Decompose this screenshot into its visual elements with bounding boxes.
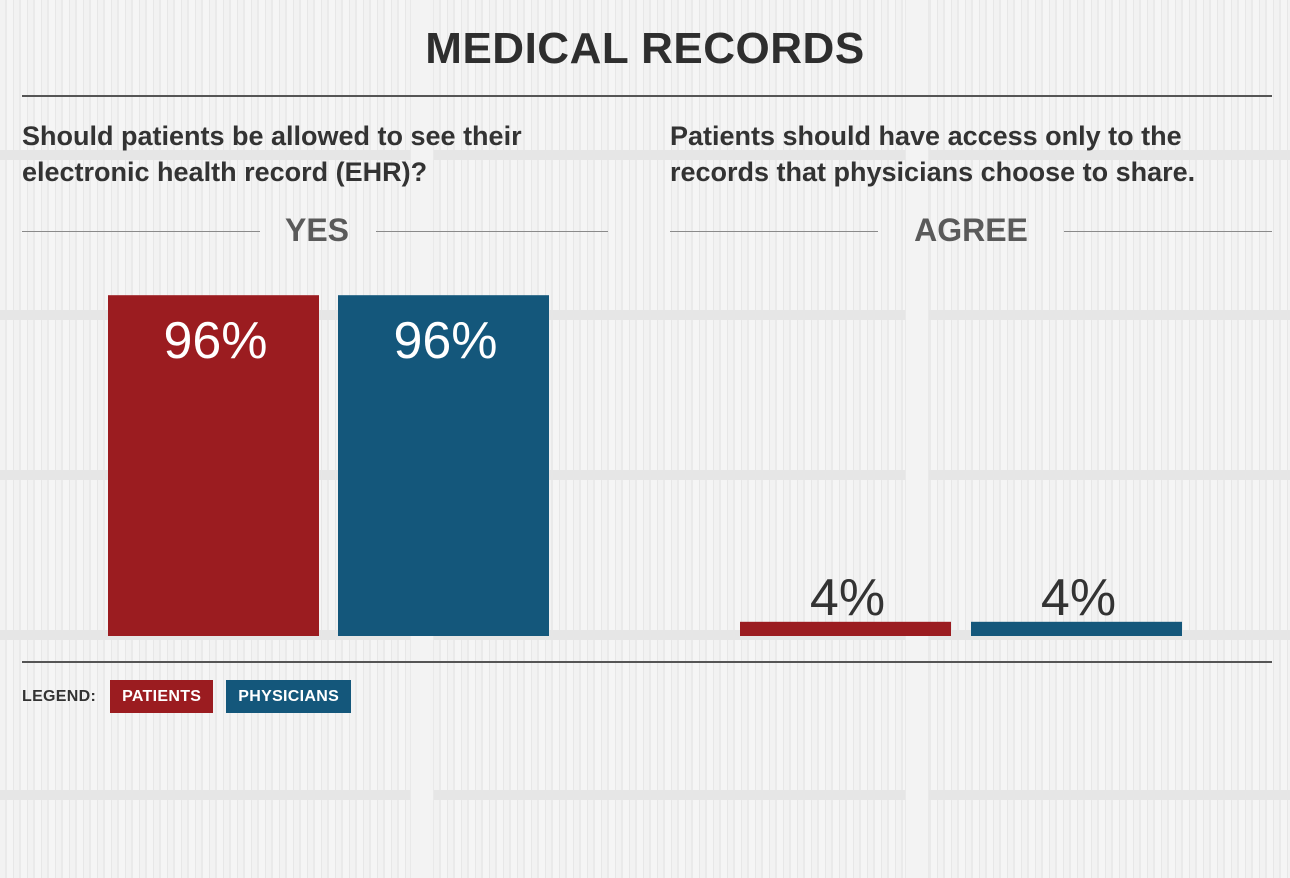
bottom-divider	[22, 661, 1272, 663]
value-label-agree-patients: 4%	[810, 569, 885, 627]
legend-patients: PATIENTS	[110, 680, 214, 713]
legend: LEGEND: PATIENTS PHYSICIANS	[22, 680, 364, 713]
value-label-yes-patients: 96%	[163, 312, 267, 370]
category-label-yes: YES	[284, 212, 350, 248]
category-line-right	[670, 231, 878, 232]
category-line-left	[22, 231, 260, 232]
page-title: MEDICAL RECORDS	[425, 24, 865, 73]
category-line-left	[376, 231, 608, 232]
bar-agree-physicians	[971, 621, 1182, 636]
category-label-agree: AGREE	[914, 212, 1028, 248]
question-left: Should patients be allowed to see their …	[22, 121, 522, 187]
category-line-right	[1064, 231, 1272, 232]
bar-agree-patients	[740, 621, 951, 636]
value-label-yes-physicians: 96%	[393, 312, 497, 370]
value-label-agree-physicians: 4%	[1041, 569, 1116, 627]
bar-yes-physicians	[338, 295, 549, 636]
bar-yes-patients	[108, 295, 319, 636]
legend-physicians: PHYSICIANS	[226, 680, 352, 713]
top-divider	[22, 95, 1272, 97]
legend-title: LEGEND:	[22, 687, 97, 705]
question-right: Patients should have access only to the …	[670, 121, 1196, 187]
